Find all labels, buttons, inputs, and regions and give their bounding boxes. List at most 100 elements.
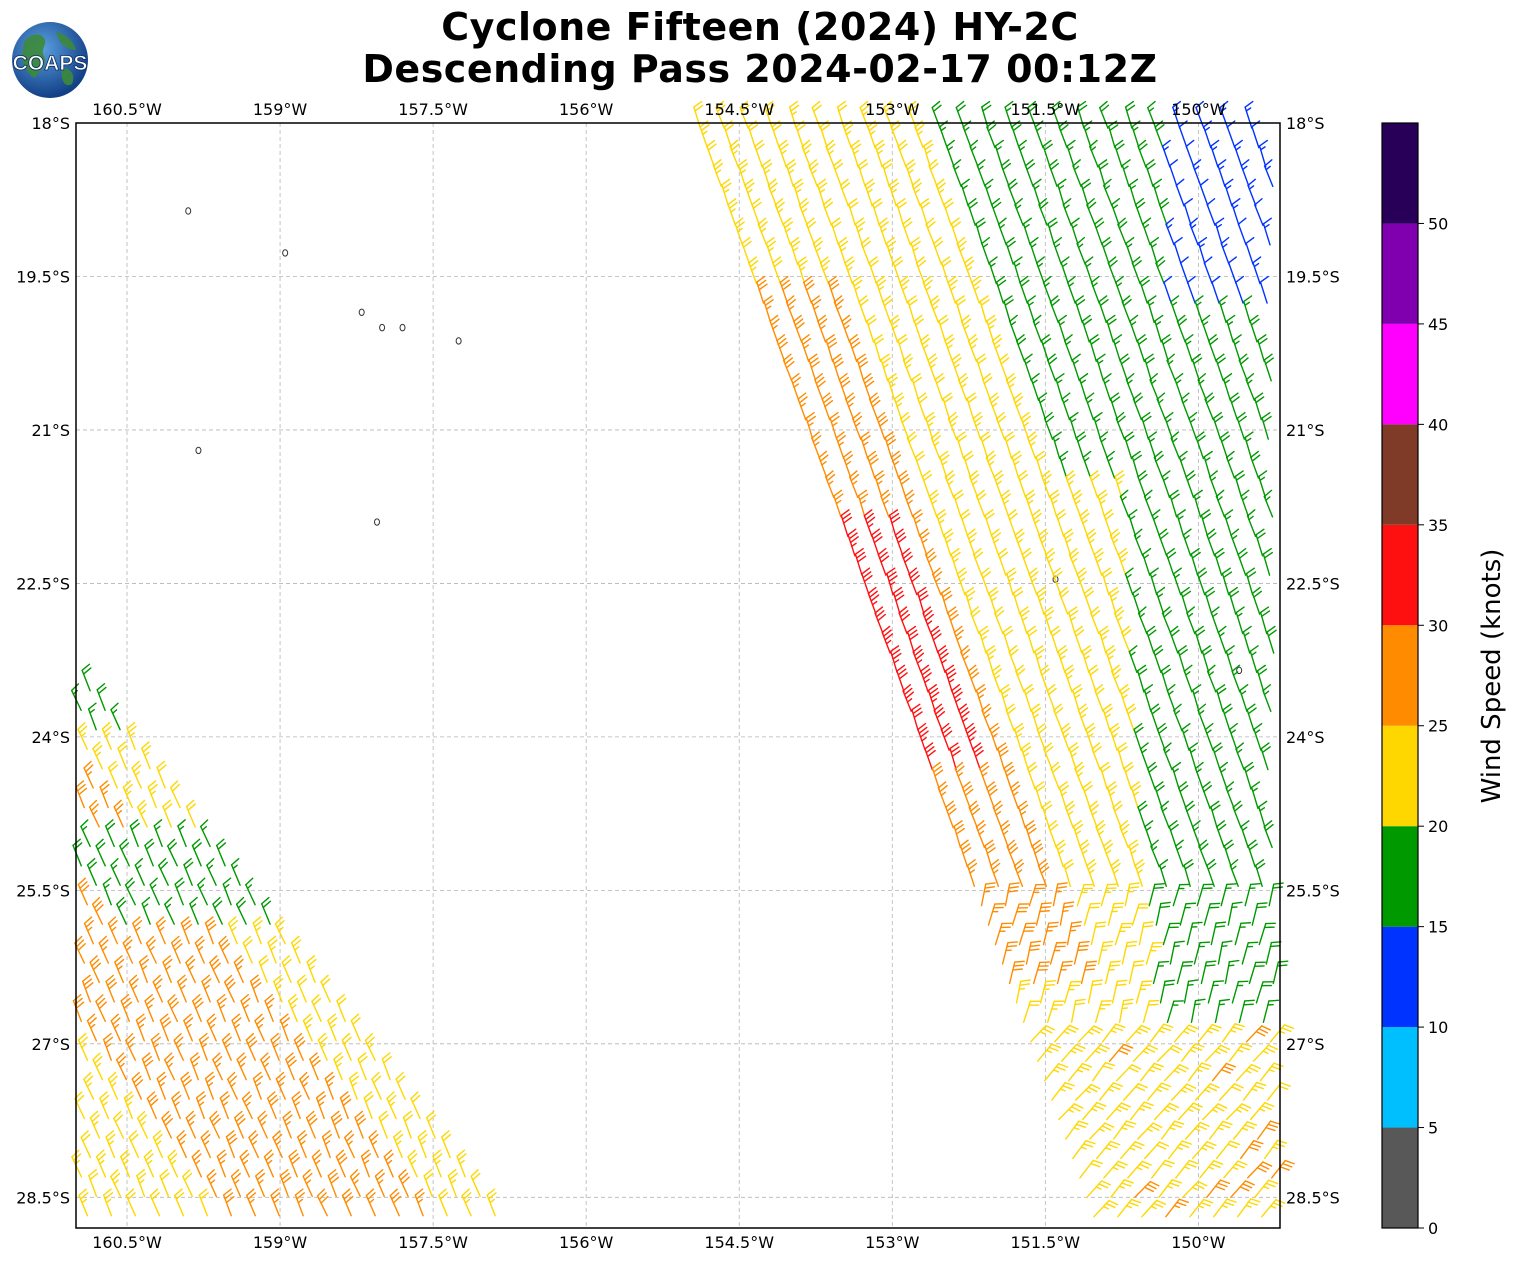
wind-barb: [1102, 703, 1113, 732]
colorbar-label: Wind Speed (knots): [1477, 549, 1507, 804]
wind-barb: [788, 100, 800, 129]
wind-barb: [1122, 1083, 1148, 1101]
wind-barb: [1228, 1042, 1253, 1062]
wind-barb: [1182, 1180, 1208, 1199]
wind-barb: [1018, 922, 1037, 946]
wind-barb: [1206, 528, 1217, 557]
wind-barb: [1203, 120, 1212, 149]
wind-barb: [1107, 902, 1125, 926]
wind-barb: [1035, 450, 1046, 479]
wind-barb: [992, 334, 1003, 363]
wind-barb: [1261, 1199, 1286, 1218]
wind-barb: [1094, 684, 1105, 712]
wind-barb: [159, 1013, 172, 1042]
wind-barb: [105, 1130, 116, 1159]
wind-barb: [1161, 470, 1171, 499]
wind-barb: [1102, 839, 1114, 868]
wind-barb: [1031, 509, 1042, 538]
wind-barb: [945, 800, 957, 829]
wind-barb: [363, 1091, 374, 1120]
wind-barb: [854, 547, 867, 576]
wind-barb: [1147, 431, 1157, 460]
wind-barb: [1066, 139, 1076, 168]
wind-barb: [1258, 922, 1276, 946]
wind-barb: [817, 314, 828, 343]
wind-barb: [1204, 1044, 1231, 1062]
wind-barb: [1252, 1044, 1278, 1062]
wind-barb: [1189, 1198, 1214, 1218]
wind-barb: [744, 178, 755, 207]
wind-barb: [1196, 567, 1208, 596]
wind-barb: [1089, 139, 1099, 168]
wind-barb: [987, 903, 1006, 926]
wind-barb: [120, 1149, 131, 1178]
wind-barb: [1019, 275, 1030, 304]
wind-barb: [950, 217, 962, 246]
wind-barb: [1156, 392, 1167, 421]
wind-barb: [898, 606, 911, 635]
wind-barb: [374, 1169, 385, 1198]
wind-barb: [1024, 159, 1036, 188]
wind-barb: [1027, 100, 1038, 129]
wind-barb: [114, 955, 125, 984]
wind-barb: [1059, 450, 1069, 479]
wind-barb: [171, 1091, 182, 1120]
wind-barb: [1235, 275, 1244, 304]
wind-barb: [1240, 820, 1250, 849]
wind-barb: [976, 353, 987, 382]
wind-barb: [972, 547, 984, 576]
colorbar-tick-label: 45: [1428, 315, 1448, 334]
wind-barb: [793, 178, 804, 207]
wind-barb: [1228, 586, 1240, 615]
wind-barb: [1262, 999, 1280, 1023]
wind-barb: [1251, 586, 1263, 615]
wind-barb: [70, 683, 82, 711]
wind-barb: [1229, 859, 1239, 887]
wind-barb: [706, 139, 717, 168]
wind-barb: [1115, 411, 1126, 440]
wind-barb: [198, 1032, 210, 1061]
wind-barb: [808, 353, 820, 382]
wind-barb: [982, 373, 993, 401]
colorbar-segment: [1382, 826, 1418, 927]
wind-barb: [1029, 1025, 1056, 1043]
wind-barb: [1131, 120, 1141, 149]
wind-barb: [1076, 236, 1086, 265]
wind-barb: [1236, 411, 1247, 440]
wind-barb: [991, 664, 1002, 693]
wind-barb: [221, 1032, 232, 1061]
wind-barb: [105, 974, 117, 1003]
wind-barb: [299, 1071, 310, 1100]
wind-barb: [1050, 625, 1061, 654]
wind-barb: [822, 198, 834, 227]
wind-barb: [839, 178, 851, 207]
wind-barb: [897, 334, 908, 363]
wind-barb: [291, 1091, 302, 1120]
wind-barb: [896, 664, 908, 693]
wind-barb: [125, 1188, 137, 1217]
wind-barb: [997, 547, 1009, 576]
wind-barb: [765, 236, 776, 265]
wind-barb: [1218, 1083, 1244, 1101]
wind-barb: [1132, 1044, 1158, 1062]
wind-barb: [169, 780, 181, 809]
wind-barb: [921, 470, 933, 499]
wind-barb: [222, 877, 232, 906]
wind-barb: [1035, 781, 1046, 810]
wind-barb: [981, 236, 991, 265]
wind-barb: [995, 275, 1007, 304]
wind-barb: [1160, 800, 1170, 829]
wind-barb: [225, 1130, 238, 1159]
wind-barb: [1104, 960, 1121, 985]
wind-barb: [192, 994, 204, 1022]
wind-barb: [1139, 742, 1149, 771]
wind-barb: [1072, 684, 1083, 712]
wind-barb: [158, 858, 169, 886]
wind-barb: [1020, 742, 1032, 771]
wind-barb: [1231, 198, 1241, 227]
wind-barb: [145, 935, 157, 964]
wind-barb: [1172, 761, 1182, 790]
wind-barb: [944, 470, 955, 499]
colorbar-tick-label: 40: [1428, 415, 1448, 434]
wind-barb: [922, 606, 934, 635]
